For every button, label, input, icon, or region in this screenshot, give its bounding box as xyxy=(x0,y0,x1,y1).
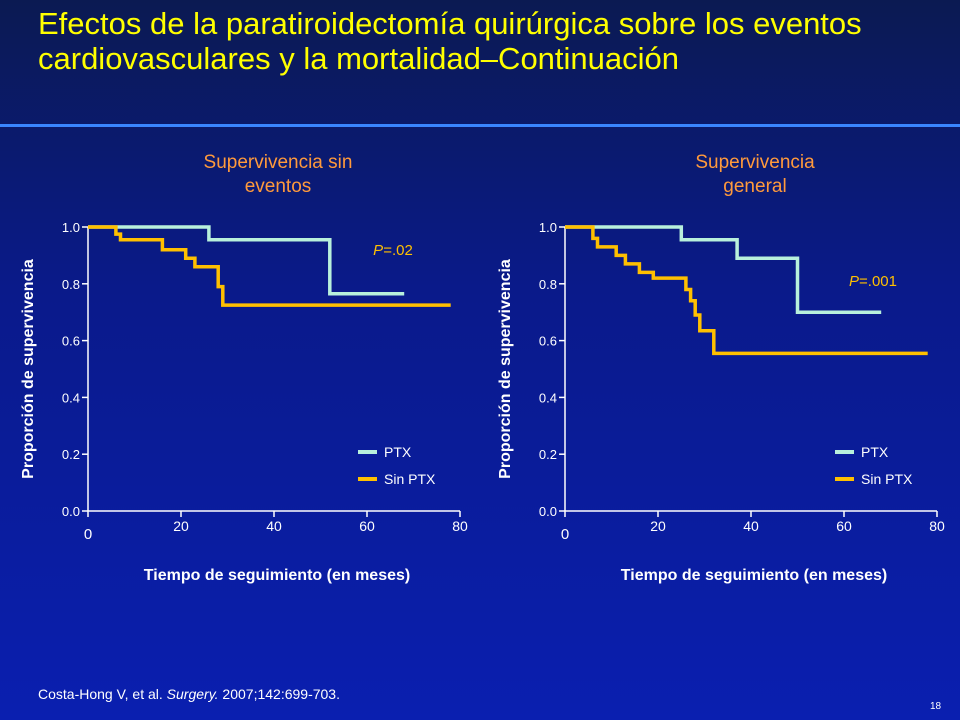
chart-svg: Supervivencia sin eventos 0.0 0.2 0.4 0.6 0.8 1… xyxy=(20,152,468,584)
y-tick-label: 0.2 xyxy=(539,447,557,462)
x-axis-label: Tiempo de seguimiento (en meses) xyxy=(144,567,410,584)
y-tick-label: 0.4 xyxy=(62,390,80,405)
chart-title: Supervivencia sin eventos xyxy=(204,152,353,197)
x-tick-label: 0 xyxy=(84,526,92,543)
legend-label: PTX xyxy=(384,444,412,460)
slide-title: Efectos de la paratiroidectomía quirúrgi… xyxy=(38,6,862,76)
chart-title-line: Supervivencia xyxy=(695,152,815,173)
x-tick-label: 0 xyxy=(561,526,569,543)
series-line-ptx xyxy=(565,225,882,314)
y-tick-label: 1.0 xyxy=(539,220,557,235)
y-tick-label: 1.0 xyxy=(62,220,80,235)
y-axis-label: Proporción de supervivencia xyxy=(497,259,514,479)
chart-title-line: general xyxy=(723,176,786,197)
legend-label: Sin PTX xyxy=(384,471,436,487)
x-axis-label: Tiempo de seguimiento (en meses) xyxy=(621,567,887,584)
slide-number: 18 xyxy=(930,701,942,712)
p-value-annotation: P=.02 xyxy=(373,242,413,259)
chart-title-line: eventos xyxy=(245,176,312,197)
y-tick-label: 0.4 xyxy=(539,390,557,405)
chart-title: Supervivencia general xyxy=(695,152,815,197)
x-tick-label: 80 xyxy=(929,518,945,534)
citation-authors: Costa-Hong V, et al. xyxy=(38,686,167,702)
title-divider xyxy=(0,124,960,127)
x-tick-label: 40 xyxy=(266,518,282,534)
chart-title-line: Supervivencia sin xyxy=(204,152,353,173)
p-value-symbol: P xyxy=(849,273,859,290)
chart-overall-survival: Supervivencia general 0.0 0.2 0.4 0.6 0.8 1.0 0 2… xyxy=(477,140,954,595)
x-tick-label: 40 xyxy=(743,518,759,534)
citation: Costa-Hong V, et al. Surgery. 2007;142:6… xyxy=(38,686,340,702)
y-tick-label: 0.8 xyxy=(539,277,557,292)
y-tick-label: 0.0 xyxy=(62,504,80,519)
series-line-ptx xyxy=(88,225,405,296)
legend-label: Sin PTX xyxy=(861,471,913,487)
legend-label: PTX xyxy=(861,444,889,460)
y-tick-label: 0.6 xyxy=(539,334,557,349)
p-value-number: =.001 xyxy=(859,273,897,290)
x-tick-label: 60 xyxy=(836,518,852,534)
chart-svg: Supervivencia general 0.0 0.2 0.4 0.6 0.8 1.0 0 2… xyxy=(497,152,945,584)
x-tick-label: 20 xyxy=(173,518,189,534)
y-tick-label: 0.0 xyxy=(539,504,557,519)
p-value-annotation: P=.001 xyxy=(849,273,897,290)
series-line-sin-ptx xyxy=(565,225,928,356)
y-tick-label: 0.6 xyxy=(62,334,80,349)
p-value-symbol: P xyxy=(373,242,383,259)
y-tick-label: 0.8 xyxy=(62,277,80,292)
series-line-sin-ptx xyxy=(88,225,451,307)
y-axis-label: Proporción de supervivencia xyxy=(20,259,37,479)
y-tick-label: 0.2 xyxy=(62,447,80,462)
x-tick-label: 80 xyxy=(452,518,468,534)
p-value-number: =.02 xyxy=(383,242,413,259)
citation-details: 2007;142:699-703. xyxy=(218,686,340,702)
chart-event-free-survival: Supervivencia sin eventos 0.0 0.2 0.4 0.6 0.8 1… xyxy=(0,140,477,595)
citation-journal: Surgery. xyxy=(166,686,219,702)
x-tick-label: 60 xyxy=(359,518,375,534)
x-tick-label: 20 xyxy=(650,518,666,534)
